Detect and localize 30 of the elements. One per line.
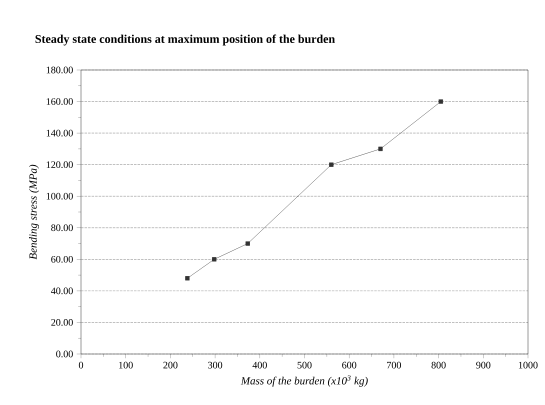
point (212, 257, 216, 262)
x-tick-label: 500 (298, 362, 312, 368)
x-tick-label: 900 (476, 362, 490, 368)
x-tick-label: 400 (252, 362, 267, 368)
y-tick-label: 20.00 (51, 319, 73, 326)
x-axis-title: Mass of the burden (x10$^{3}$ kg) (240, 375, 368, 387)
x-tick-label: 600 (342, 362, 356, 368)
x-tick-label: 800 (432, 362, 446, 368)
point (246, 241, 250, 246)
y-tick-label: 40.00 (51, 288, 73, 294)
x-tick-label: 700 (387, 362, 402, 368)
point (378, 146, 383, 152)
point (438, 99, 444, 104)
x-tick-label: 100 (119, 362, 133, 368)
y-tick-label: 180.00 (46, 66, 73, 74)
point (185, 276, 190, 280)
y-axis-title: Bending stress (MPa) (29, 164, 39, 260)
y-tick-label: 60.00 (51, 256, 73, 263)
y-tick-label: 80.00 (51, 224, 73, 232)
x-tick-label: 200 (163, 362, 178, 368)
y-tick-label: 160.00 (46, 98, 73, 105)
x-tick-label: 300 (208, 362, 222, 368)
y-tick-label: 100.00 (46, 192, 73, 200)
chart-title: Steady state conditions at maximum position of the burden (36, 34, 335, 46)
y-tick-label: 140.00 (46, 130, 73, 136)
point (329, 162, 334, 167)
x-tick-label: 0 (78, 362, 84, 368)
x-tick-label: 1000 (518, 362, 538, 368)
y-tick-label: 0.00 (56, 350, 73, 358)
y-tick-label: 120.00 (46, 161, 73, 168)
